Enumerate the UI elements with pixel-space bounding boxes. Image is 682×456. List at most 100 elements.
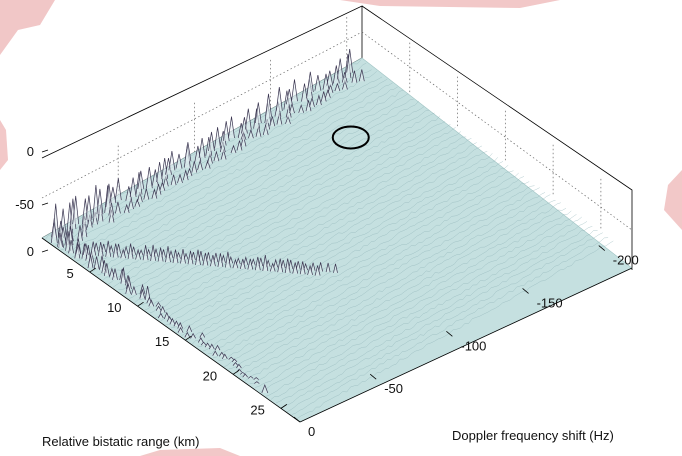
peak-spike — [204, 159, 211, 169]
peak-spike — [248, 128, 254, 139]
peak-spike — [97, 241, 104, 257]
peak-spike — [101, 243, 107, 253]
peak-spike — [156, 161, 163, 182]
peak-spike — [314, 265, 321, 276]
peak-spike — [120, 248, 127, 259]
peak-spike — [123, 245, 129, 255]
noise-trace — [202, 172, 519, 352]
peak-spike — [125, 282, 132, 294]
peak-spike — [228, 116, 235, 139]
peak-spike — [82, 243, 89, 255]
noise-trace — [239, 199, 556, 379]
peak-spike — [135, 248, 141, 260]
target-marker-circle — [331, 125, 370, 150]
noise-trace — [160, 142, 477, 322]
peak-spike — [262, 254, 269, 271]
peak-spike — [57, 233, 63, 247]
peak-spike — [235, 257, 241, 265]
noise-trace — [155, 137, 472, 319]
peak-spike — [217, 253, 224, 267]
peak-spike — [184, 142, 192, 162]
y-tick-label: -100 — [460, 338, 486, 353]
noise-trace — [113, 109, 430, 288]
peak-spike — [318, 262, 323, 272]
x-tick-mark — [137, 301, 144, 307]
z-tick-mark — [41, 149, 49, 153]
peak-spike — [197, 337, 204, 343]
noise-trace — [170, 151, 488, 329]
peak-spike — [258, 257, 264, 267]
x-tick-label: 5 — [67, 266, 74, 281]
peak-spike — [351, 70, 358, 83]
noise-trace — [181, 157, 498, 336]
peak-spike — [177, 321, 184, 329]
peak-spike — [51, 221, 57, 238]
noise-trace — [286, 232, 603, 413]
peak-spike — [210, 255, 216, 267]
peak-spike — [72, 195, 80, 225]
peak-spike — [170, 174, 177, 186]
peak-spike — [142, 245, 149, 261]
peak-spike — [93, 242, 99, 252]
x-tick-mark — [232, 369, 240, 375]
noise-trace — [134, 124, 451, 304]
peak-spike — [190, 332, 196, 339]
noise-trace — [123, 115, 441, 294]
peak-spike — [184, 331, 191, 338]
peak-spike — [277, 258, 284, 273]
peak-spike — [90, 241, 97, 256]
noise-trace — [197, 170, 514, 347]
y-axis-label: Doppler frequency shift (Hz) — [452, 428, 614, 443]
peak-spike — [115, 201, 121, 214]
x-tick-label: 25 — [250, 402, 264, 417]
peak-spike — [222, 121, 230, 142]
peak-spike — [306, 71, 314, 93]
noise-trace — [228, 192, 546, 370]
peak-spike — [244, 108, 252, 130]
noise-trace — [165, 145, 483, 326]
y-tick-mark — [369, 373, 377, 380]
noise-trace — [212, 181, 530, 359]
noise-trace — [255, 210, 572, 388]
noise-trace — [260, 214, 577, 392]
peak-spike — [254, 256, 261, 271]
peak-spike — [314, 75, 322, 91]
z-tick-label: 0 — [27, 144, 34, 159]
y-tick-mark — [598, 245, 606, 251]
peak-spike — [221, 254, 226, 263]
front-axes: 5 10 15 20 25 0 -50 -100 -150 -200 0 -50 0 — [15, 144, 639, 439]
peak-spike — [177, 326, 184, 333]
peak-spike — [186, 167, 193, 177]
noise-trace — [281, 230, 598, 409]
peak-spike — [230, 144, 237, 154]
peak-spike — [269, 262, 276, 272]
peak-spike — [112, 243, 119, 258]
peak-spike — [96, 188, 104, 215]
peak-spike — [180, 248, 186, 264]
peak-spike — [150, 244, 156, 261]
peak-spike — [169, 317, 176, 325]
x-tick-label: 10 — [107, 300, 121, 315]
peak-spike — [232, 258, 239, 269]
peak-spike — [305, 100, 312, 112]
peak-spike — [310, 262, 316, 271]
noise-trace — [291, 237, 609, 415]
peak-spike — [139, 288, 146, 299]
peak-spike — [232, 362, 239, 366]
z-tick-label: -50 — [15, 197, 34, 212]
peak-spike — [195, 249, 201, 265]
peak-spike — [68, 240, 74, 254]
peak-spike — [137, 170, 145, 189]
peak-spike — [186, 325, 193, 333]
peak-spike — [151, 188, 158, 199]
peak-spike — [236, 140, 243, 151]
noise-trace — [139, 127, 456, 306]
peak-spike — [291, 79, 298, 102]
peak-spike — [269, 116, 276, 127]
peak-spike — [204, 342, 211, 348]
peak-spike — [280, 260, 286, 269]
peak-spike — [301, 83, 308, 102]
noise-trace — [144, 131, 462, 311]
peak-spike — [144, 285, 151, 300]
y-tick-label: -150 — [537, 295, 563, 310]
